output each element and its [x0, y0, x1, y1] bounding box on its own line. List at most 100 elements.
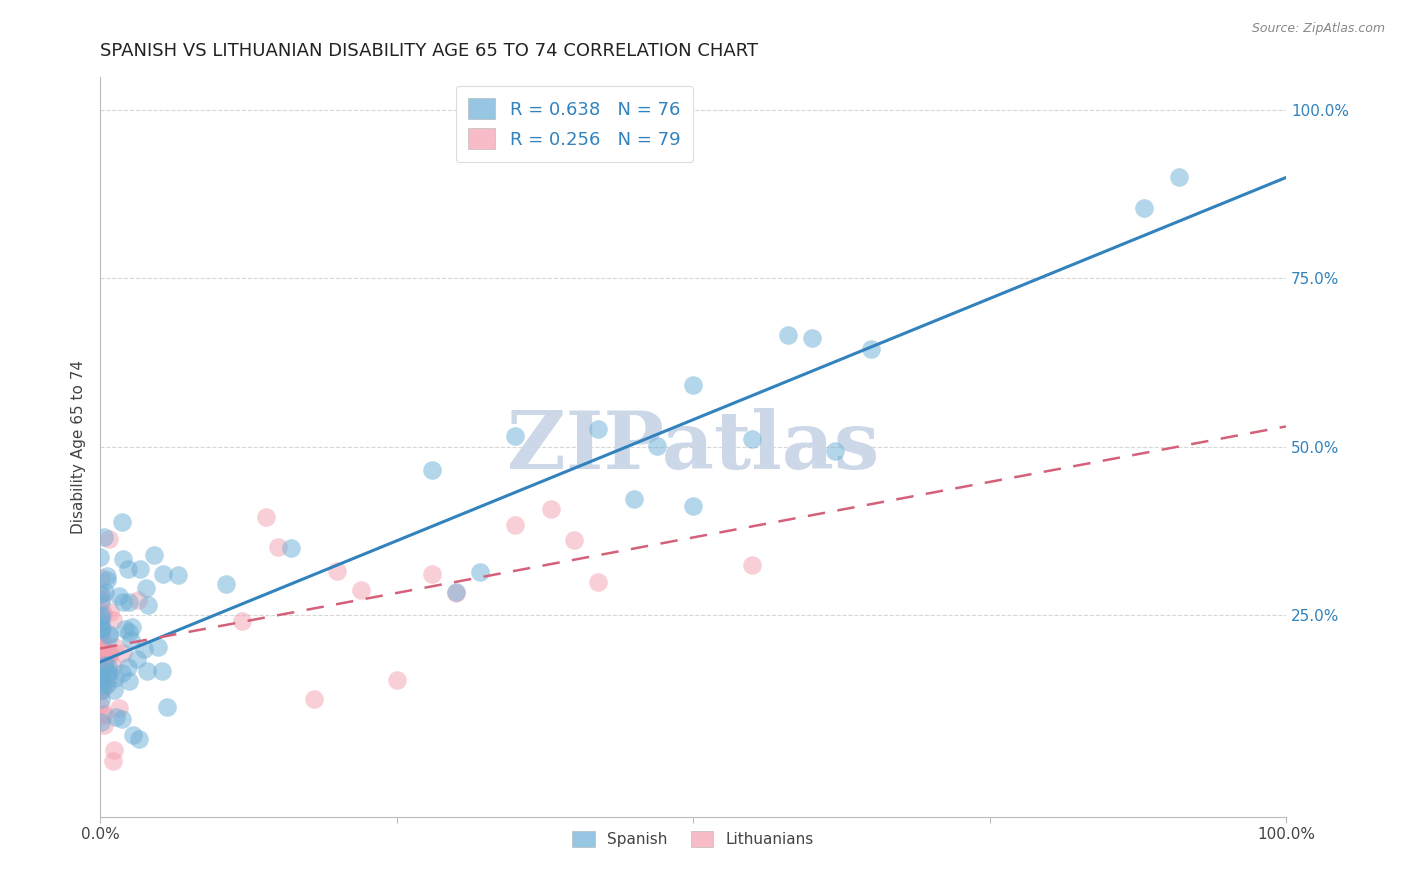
Point: [111, 515, 134, 529]
Point: [90, 608, 112, 623]
Point: [90, 648, 112, 663]
Point: [215, 577, 238, 591]
Point: [93, 529, 115, 543]
Point: [741, 558, 763, 573]
Point: [97, 658, 120, 673]
Point: [90, 587, 112, 601]
Point: [150, 664, 173, 678]
Point: [91, 661, 114, 675]
Point: [90, 682, 112, 697]
Point: [741, 432, 763, 446]
Point: [118, 625, 141, 640]
Point: [90, 640, 112, 655]
Point: [564, 533, 586, 548]
Point: [127, 592, 149, 607]
Point: [96, 677, 118, 691]
Point: [135, 664, 157, 678]
Point: [97, 665, 120, 679]
Point: [93, 718, 115, 732]
Point: [90, 591, 112, 606]
Point: [111, 595, 134, 609]
Point: [128, 732, 150, 747]
Point: [267, 541, 290, 555]
Point: [90, 691, 112, 706]
Point: [117, 660, 139, 674]
Point: [91, 645, 114, 659]
Point: [682, 499, 704, 513]
Point: [111, 646, 134, 660]
Point: [98, 628, 121, 642]
Legend: Spanish, Lithuanians: Spanish, Lithuanians: [567, 825, 820, 854]
Point: [90, 642, 112, 657]
Point: [120, 633, 142, 648]
Point: [91, 606, 114, 620]
Point: [135, 581, 157, 595]
Point: [111, 713, 134, 727]
Point: [90, 615, 112, 630]
Point: [94, 679, 117, 693]
Point: [586, 422, 609, 436]
Point: [503, 518, 526, 533]
Point: [420, 463, 443, 477]
Point: [89, 619, 111, 633]
Point: [89, 676, 111, 690]
Point: [118, 674, 141, 689]
Point: [104, 709, 127, 723]
Point: [420, 567, 443, 582]
Point: [89, 636, 111, 650]
Point: [859, 343, 882, 357]
Point: [89, 623, 111, 637]
Point: [90, 670, 112, 684]
Point: [103, 743, 125, 757]
Point: [89, 619, 111, 633]
Point: [96, 574, 118, 588]
Point: [1132, 201, 1154, 215]
Point: [97, 667, 120, 681]
Point: [101, 613, 124, 627]
Point: [97, 647, 120, 661]
Point: [108, 589, 131, 603]
Point: [89, 549, 111, 564]
Point: [94, 585, 117, 599]
Point: [89, 625, 111, 640]
Point: [90, 674, 112, 689]
Point: [89, 621, 111, 635]
Point: [776, 328, 799, 343]
Point: [91, 680, 114, 694]
Point: [122, 729, 145, 743]
Point: [89, 663, 111, 677]
Point: [540, 501, 562, 516]
Point: [91, 676, 114, 690]
Point: [98, 648, 121, 663]
Point: [90, 637, 112, 651]
Point: [89, 623, 111, 637]
Point: [136, 598, 159, 612]
Point: [89, 615, 111, 629]
Point: [103, 683, 125, 698]
Point: [97, 532, 120, 546]
Point: [302, 691, 325, 706]
Point: [93, 706, 115, 721]
Point: [89, 588, 111, 602]
Point: [101, 754, 124, 768]
Point: [97, 671, 120, 685]
Point: [104, 671, 127, 685]
Point: [90, 681, 112, 696]
Point: [91, 607, 114, 621]
Y-axis label: Disability Age 65 to 74: Disability Age 65 to 74: [72, 359, 86, 533]
Point: [90, 648, 112, 663]
Point: [89, 669, 111, 683]
Point: [89, 698, 111, 712]
Point: [89, 654, 111, 668]
Point: [89, 654, 111, 668]
Point: [89, 656, 111, 670]
Point: [90, 610, 112, 624]
Point: [97, 627, 120, 641]
Point: [104, 640, 127, 654]
Point: [101, 659, 124, 673]
Point: [586, 574, 609, 589]
Point: [90, 571, 112, 585]
Point: [132, 641, 155, 656]
Point: [125, 652, 148, 666]
Point: [111, 665, 134, 680]
